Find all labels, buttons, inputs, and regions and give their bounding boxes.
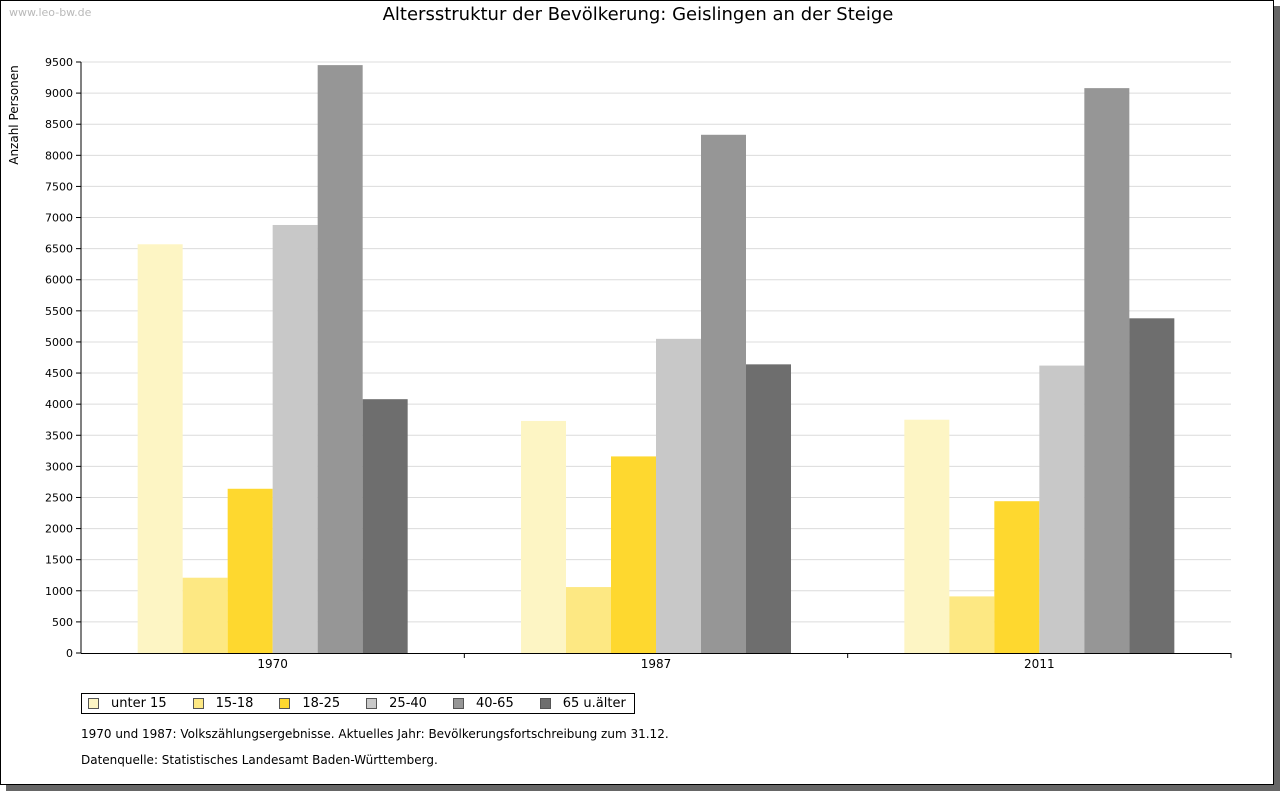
y-tick-label: 7500 — [45, 180, 73, 193]
bar-18-25-1987 — [611, 456, 656, 653]
legend-item: 18-25 — [279, 696, 340, 711]
y-tick-label: 500 — [52, 616, 73, 629]
bar-18-25-1970 — [227, 488, 273, 653]
legend-item: 15-18 — [192, 696, 254, 711]
bar-40-65-2011 — [1084, 88, 1130, 653]
legend-label: 40-65 — [475, 696, 514, 711]
bar-25-40-1970 — [272, 224, 318, 653]
legend-item: 25-40 — [366, 696, 427, 711]
bar-unter 15-1970 — [137, 244, 183, 653]
bar-18-25-2011 — [994, 501, 1040, 653]
legend-swatch — [452, 698, 464, 709]
chart-title: Altersstruktur der Bevölkerung: Geisling… — [382, 4, 894, 25]
y-tick-label: 8000 — [45, 149, 73, 162]
y-tick-label: 3500 — [45, 429, 73, 442]
legend-label: 25-40 — [389, 696, 427, 711]
bar-15-18-1970 — [182, 577, 228, 653]
bar-unter 15-1987 — [521, 420, 566, 653]
bar-15-18-1987 — [566, 587, 611, 653]
x-axis-ticks: 1970 1987 2011 — [257, 653, 1055, 671]
y-tick-label: 1500 — [45, 554, 73, 567]
watermark: www.leo-bw.de — [9, 6, 92, 19]
legend-label: 65 u.älter — [562, 696, 626, 711]
source-note: Datenquelle: Statistisches Landesamt Bad… — [81, 753, 438, 767]
legend-item: 40-65 — [452, 696, 514, 711]
bar-chart: 0 500 1000 1500 2000 2500 3000 3500 4000 4500 5000… — [7, 56, 1232, 671]
bars — [137, 65, 1175, 653]
bar-65 u.älter-1987 — [746, 364, 791, 653]
footnote: 1970 und 1987: Volkszählungsergebnisse. … — [81, 727, 669, 741]
legend-swatch — [192, 698, 204, 709]
y-tick-label: 9000 — [45, 87, 73, 100]
legend-item: 65 u.älter — [539, 696, 626, 711]
y-tick-label: 6000 — [45, 274, 73, 287]
y-axis-label: Anzahl Personen — [7, 65, 21, 165]
bar-15-18-2011 — [949, 596, 995, 653]
legend-swatch — [539, 698, 551, 709]
legend-label: unter 15 — [111, 696, 167, 711]
y-tick-label: 2000 — [45, 523, 73, 536]
y-tick-label: 4500 — [45, 367, 73, 380]
legend-swatch — [366, 698, 378, 709]
bar-25-40-2011 — [1039, 365, 1085, 653]
y-tick-label: 6500 — [45, 243, 73, 256]
x-tick-label: 1970 — [257, 657, 288, 671]
y-tick-label: 5000 — [45, 336, 73, 349]
x-tick-label: 2011 — [1024, 657, 1055, 671]
bar-25-40-1987 — [656, 338, 701, 653]
y-tick-label: 5500 — [45, 305, 73, 318]
bar-unter 15-2011 — [904, 419, 950, 653]
legend-swatch — [279, 698, 291, 709]
y-tick-label: 8500 — [45, 118, 73, 131]
legend-swatch — [88, 698, 99, 709]
bar-65 u.älter-1970 — [362, 399, 408, 653]
x-tick-label: 1987 — [641, 657, 672, 671]
legend-item: unter 15 — [88, 696, 167, 711]
axes — [80, 62, 1232, 658]
legend: unter 15 15-18 18-25 25-40 40-65 65 u.älter — [81, 693, 635, 714]
bar-40-65-1970 — [317, 65, 363, 653]
y-tick-label: 4000 — [45, 398, 73, 411]
y-tick-label: 0 — [66, 647, 73, 660]
legend-label: 15-18 — [215, 696, 254, 711]
y-tick-label: 9500 — [45, 56, 73, 69]
legend-label: 18-25 — [302, 696, 341, 711]
y-tick-label: 1000 — [45, 585, 73, 598]
y-tick-label: 2500 — [45, 491, 73, 504]
y-axis-ticks: 0 500 1000 1500 2000 2500 3000 3500 4000 4500 5000… — [45, 56, 81, 660]
y-tick-label: 7000 — [45, 212, 73, 225]
y-tick-label: 3000 — [45, 460, 73, 473]
bar-40-65-1987 — [701, 134, 746, 653]
bar-65 u.älter-2011 — [1129, 318, 1175, 653]
